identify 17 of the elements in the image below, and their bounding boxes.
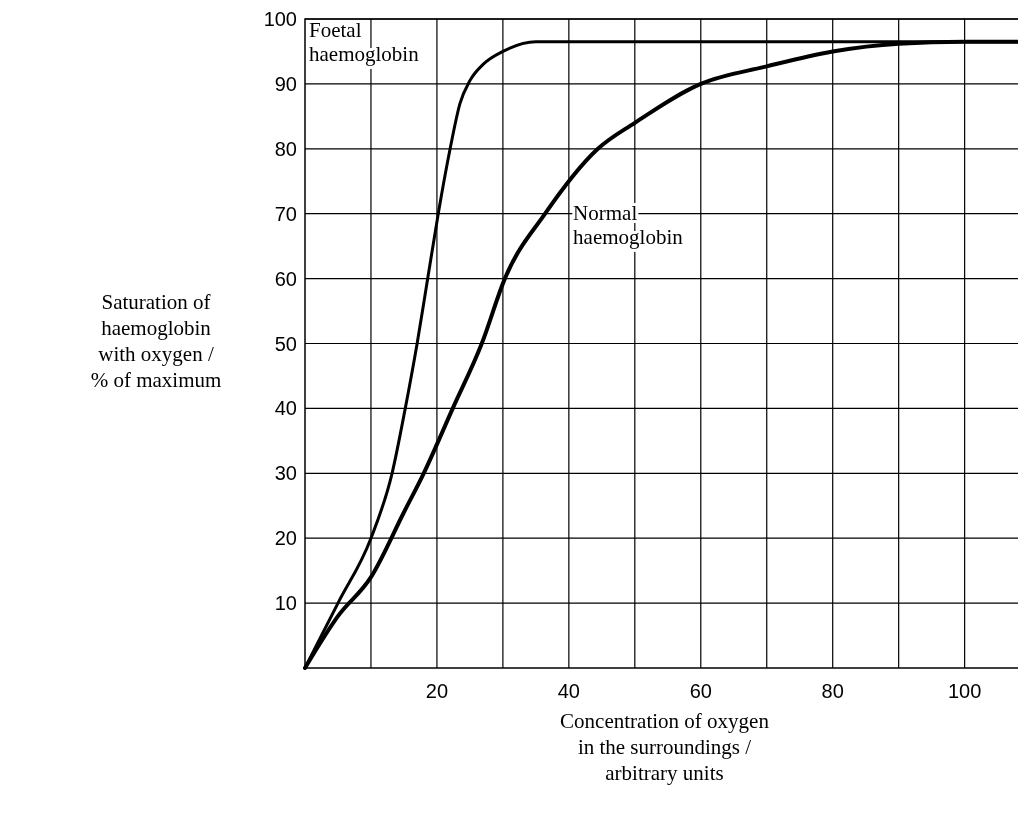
y-tick-label: 100 — [263, 8, 297, 30]
y-tick-label: 40 — [274, 397, 297, 420]
x-axis-title: Concentration of oxygen in the surroundings / arbitrary units — [560, 709, 770, 785]
y-tick-label: 30 — [274, 462, 297, 485]
y-axis-title: Saturation of haemoglobin with oxygen / % of maximum — [90, 289, 222, 392]
y-tick-label: 10 — [274, 592, 297, 615]
x-tick-label: 40 — [557, 680, 580, 702]
x-tick-label: 60 — [689, 680, 712, 702]
x-tick-label: 100 — [947, 680, 982, 702]
y-tick-label: 20 — [274, 527, 297, 550]
y-tick-label: 60 — [274, 267, 297, 290]
y-tick-label: 50 — [274, 332, 297, 355]
y-tick-label: 80 — [274, 137, 297, 160]
x-tick-label: 20 — [425, 680, 449, 702]
x-tick-label: 80 — [821, 680, 844, 702]
y-tick-label: 70 — [274, 202, 297, 225]
y-tick-label: 90 — [274, 72, 297, 95]
